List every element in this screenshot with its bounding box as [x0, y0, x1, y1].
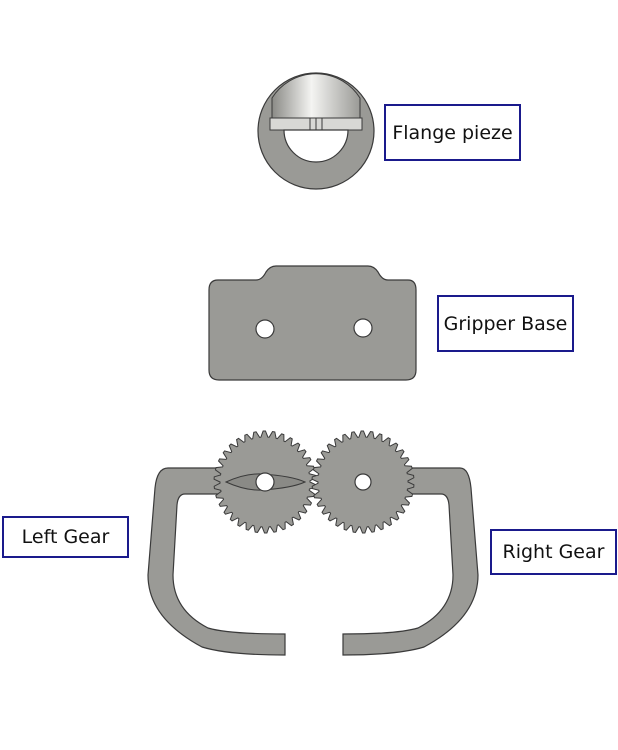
left-arm: [147, 467, 286, 656]
right-gear-hole: [354, 473, 372, 491]
left-gear-hole: [255, 472, 275, 492]
left-gear: [213, 430, 317, 534]
base-hole-right: [353, 318, 373, 338]
base-hole-left: [255, 319, 275, 339]
right-gear-label: Right Gear: [490, 529, 617, 575]
left-gear-label: Left Gear: [2, 516, 129, 558]
right-gear: [311, 430, 415, 534]
gripper-base-label: Gripper Base: [437, 295, 574, 352]
gripper-arms: [147, 467, 479, 656]
right-arm: [342, 467, 479, 656]
flange-piece: [257, 72, 375, 190]
flange-label: Flange pieze: [384, 104, 521, 161]
gripper-base: [208, 265, 417, 381]
